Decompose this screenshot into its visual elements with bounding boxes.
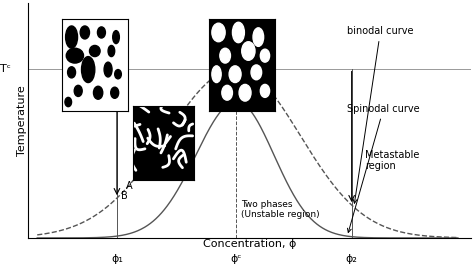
Ellipse shape [260,49,270,62]
Ellipse shape [104,62,112,77]
Ellipse shape [222,85,232,100]
Text: Metastable
region: Metastable region [365,149,419,171]
Text: Spinodal curve: Spinodal curve [347,104,420,232]
Ellipse shape [113,31,119,44]
Text: ϕ₁: ϕ₁ [111,254,123,264]
Text: Tᶜ: Tᶜ [0,64,10,74]
Ellipse shape [242,42,255,60]
Y-axis label: Temperature: Temperature [17,85,27,156]
Ellipse shape [74,85,82,96]
Ellipse shape [98,27,105,38]
Ellipse shape [212,23,225,42]
X-axis label: Concentration, ϕ: Concentration, ϕ [203,239,296,249]
Text: A: A [126,181,132,191]
Ellipse shape [115,69,121,79]
Text: B: B [121,191,128,201]
Text: Two phases
(Unstable region): Two phases (Unstable region) [241,200,319,219]
Ellipse shape [65,26,78,48]
Ellipse shape [229,66,241,83]
Ellipse shape [65,98,72,107]
Ellipse shape [212,66,221,83]
Ellipse shape [80,26,90,39]
Ellipse shape [90,46,100,57]
Ellipse shape [251,65,262,80]
Ellipse shape [66,48,83,63]
Ellipse shape [260,84,270,98]
Ellipse shape [253,28,264,46]
Ellipse shape [93,86,103,99]
Ellipse shape [68,67,75,78]
Ellipse shape [239,84,251,101]
Text: ϕᶜ: ϕᶜ [231,254,242,264]
Text: binodal curve: binodal curve [347,26,414,203]
Ellipse shape [82,56,95,83]
Ellipse shape [232,22,245,43]
Ellipse shape [111,87,118,98]
Text: ϕ₂: ϕ₂ [346,254,357,264]
Ellipse shape [220,48,230,63]
Ellipse shape [108,46,115,57]
